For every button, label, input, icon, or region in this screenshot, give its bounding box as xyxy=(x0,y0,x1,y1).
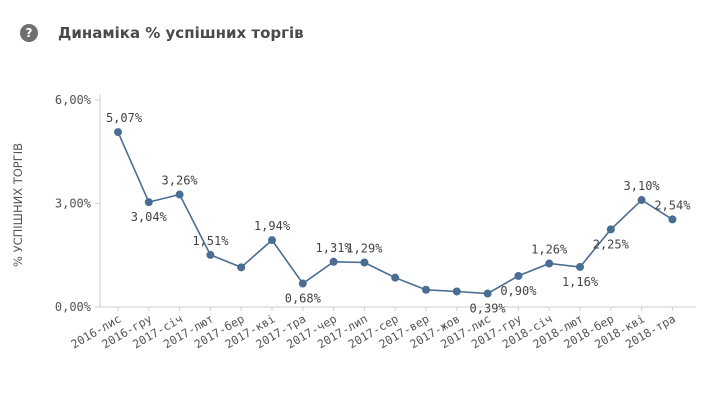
data-label: 1,29% xyxy=(346,241,383,255)
data-point[interactable] xyxy=(268,236,276,245)
y-tick-label: 6,00% xyxy=(55,93,92,107)
data-point[interactable] xyxy=(360,258,369,267)
data-label: 0,90% xyxy=(500,284,537,298)
data-points xyxy=(114,128,677,298)
data-point[interactable] xyxy=(175,190,184,199)
series-line xyxy=(117,131,673,295)
chart-axes xyxy=(99,94,696,308)
data-point[interactable] xyxy=(391,273,400,282)
y-axis-label: % УСПІШНИХ ТОРГІВ xyxy=(11,143,25,267)
data-label: 1,51% xyxy=(192,234,229,248)
data-point[interactable] xyxy=(668,215,677,224)
data-label: 1,26% xyxy=(531,243,568,257)
data-label: 1,94% xyxy=(254,219,291,233)
data-point[interactable] xyxy=(237,263,246,272)
data-point[interactable] xyxy=(483,289,492,298)
x-ticks: 2016-лис2016-гру2017-січ2017-лют2017-бер… xyxy=(69,307,678,351)
data-label: 1,31% xyxy=(316,241,353,255)
data-point[interactable] xyxy=(637,196,646,205)
data-point[interactable] xyxy=(329,257,338,266)
chart-title: Динаміка % успішних торгів xyxy=(58,24,304,42)
data-label: 0,68% xyxy=(285,292,322,306)
data-point[interactable] xyxy=(206,250,215,259)
data-point[interactable] xyxy=(545,259,554,268)
data-point[interactable] xyxy=(514,271,523,280)
chart-header: ? Динаміка % успішних торгів xyxy=(20,21,304,45)
data-labels: 5,07% 3,04% 3,26% 1,51% 1,94% 0,68% 1,31%1,29%… xyxy=(106,111,691,315)
help-icon[interactable]: ? xyxy=(20,24,38,42)
data-point[interactable] xyxy=(144,198,153,207)
y-tick-label: 0,00% xyxy=(55,300,92,314)
y-ticks: 0,00% 3,00% 6,00% xyxy=(55,93,100,314)
data-label: 1,16% xyxy=(562,275,599,289)
data-label: 0,39% xyxy=(470,302,507,316)
data-point[interactable] xyxy=(422,285,430,294)
data-point[interactable] xyxy=(298,279,307,288)
data-label: 2,54% xyxy=(654,198,691,212)
data-point[interactable] xyxy=(606,225,615,234)
data-point[interactable] xyxy=(452,287,461,296)
data-point[interactable] xyxy=(576,262,584,271)
data-label: 3,10% xyxy=(624,179,661,193)
y-tick-label: 3,00% xyxy=(55,197,92,211)
data-label: 3,26% xyxy=(162,174,199,188)
data-label: 2,25% xyxy=(593,237,630,251)
data-label: 5,07% xyxy=(106,111,143,125)
data-label: 3,04% xyxy=(131,210,168,224)
data-point[interactable] xyxy=(114,128,122,137)
